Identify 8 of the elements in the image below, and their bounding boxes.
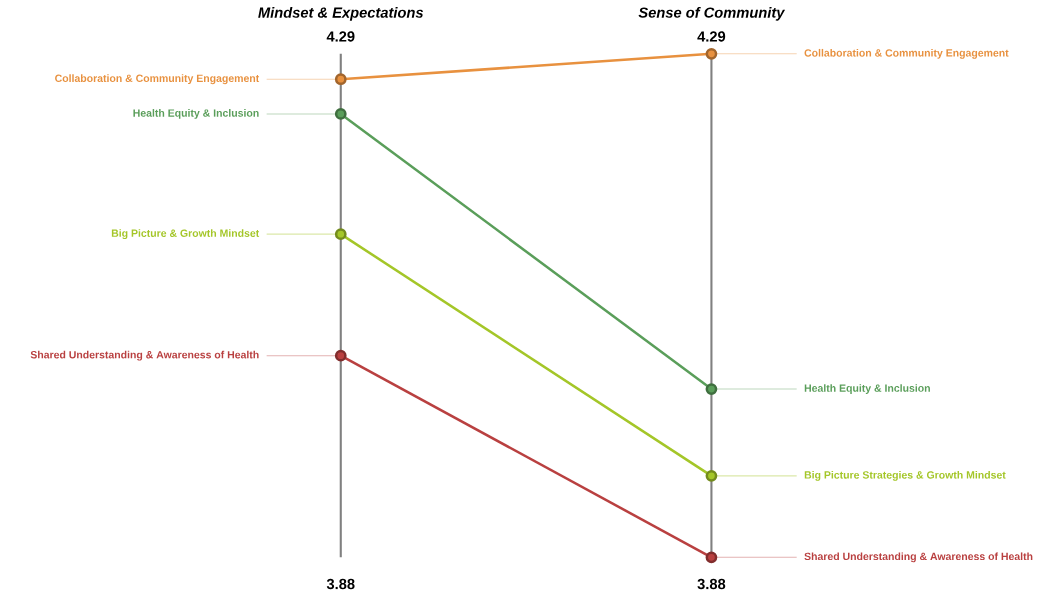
point: [334, 73, 347, 85]
point: [705, 47, 718, 60]
point: [705, 469, 718, 482]
point: [705, 551, 718, 564]
point: [705, 383, 718, 395]
point: [334, 107, 347, 120]
point: [334, 349, 347, 362]
point: [334, 228, 347, 240]
